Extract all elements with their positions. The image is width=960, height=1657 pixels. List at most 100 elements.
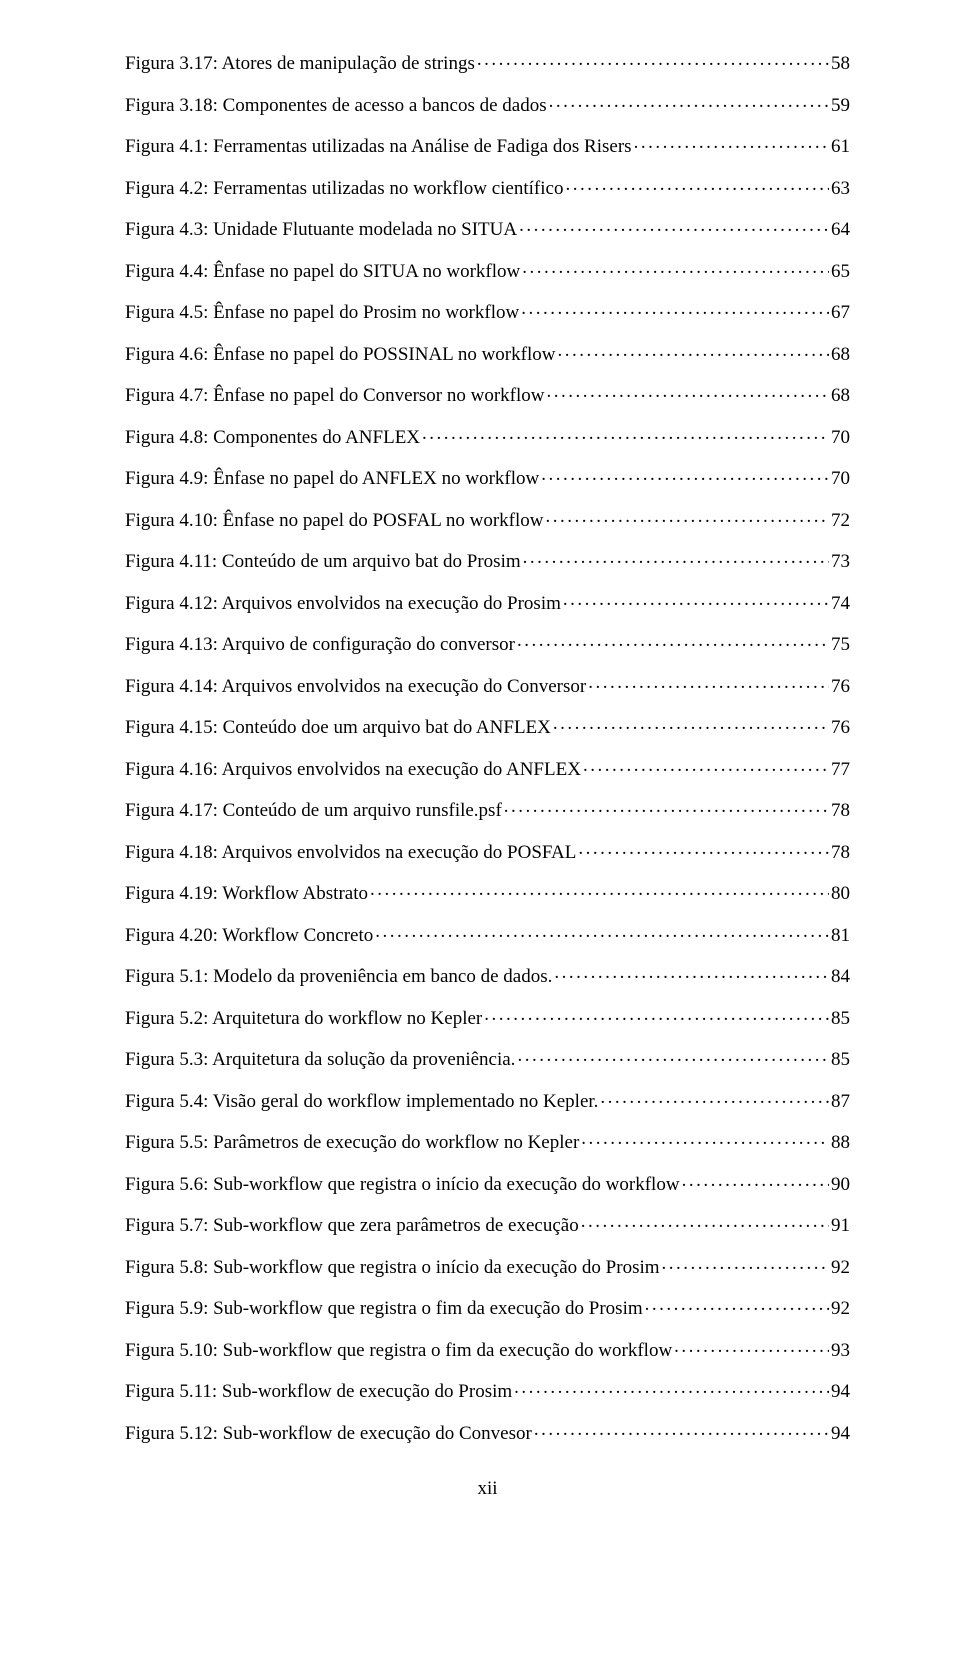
toc-entry: Figura 4.7: Ênfase no papel do Conversor… <box>125 382 850 405</box>
toc-entry-page: 87 <box>831 1092 850 1111</box>
toc-leader-dots <box>581 1212 829 1231</box>
toc-entry: Figura 4.5: Ênfase no papel do Prosim no… <box>125 299 850 322</box>
figure-list: Figura 3.17: Atores de manipulação de st… <box>125 50 850 1443</box>
toc-entry: Figura 4.12: Arquivos envolvidos na exec… <box>125 590 850 613</box>
toc-entry-label: Figura 4.4: Ênfase no papel do SITUA no … <box>125 262 520 281</box>
toc-leader-dots <box>534 1420 829 1439</box>
toc-entry-label: Figura 5.11: Sub-workflow de execução do… <box>125 1382 512 1401</box>
toc-entry: Figura 5.12: Sub-workflow de execução do… <box>125 1420 850 1443</box>
toc-leader-dots <box>517 1046 829 1065</box>
toc-leader-dots <box>565 175 829 194</box>
toc-entry-page: 78 <box>831 843 850 862</box>
toc-leader-dots <box>517 631 829 650</box>
toc-entry-page: 94 <box>831 1424 850 1443</box>
toc-leader-dots <box>600 1088 829 1107</box>
toc-entry-label: Figura 4.5: Ênfase no papel do Prosim no… <box>125 303 519 322</box>
toc-entry-label: Figura 5.1: Modelo da proveniência em ba… <box>125 967 552 986</box>
toc-leader-dots <box>545 507 829 526</box>
toc-entry: Figura 4.10: Ênfase no papel do POSFAL n… <box>125 507 850 530</box>
toc-entry-label: Figura 4.2: Ferramentas utilizadas no wo… <box>125 179 563 198</box>
toc-entry: Figura 5.1: Modelo da proveniência em ba… <box>125 963 850 986</box>
toc-entry-label: Figura 5.3: Arquitetura da solução da pr… <box>125 1050 515 1069</box>
toc-entry: Figura 5.3: Arquitetura da solução da pr… <box>125 1046 850 1069</box>
toc-entry: Figura 5.7: Sub-workflow que zera parâme… <box>125 1212 850 1235</box>
toc-entry: Figura 4.17: Conteúdo de um arquivo runs… <box>125 797 850 820</box>
toc-entry-label: Figura 4.20: Workflow Concreto <box>125 926 373 945</box>
toc-entry-page: 94 <box>831 1382 850 1401</box>
toc-entry: Figura 4.3: Unidade Flutuante modelada n… <box>125 216 850 239</box>
toc-leader-dots <box>484 1005 829 1024</box>
toc-entry: Figura 4.14: Arquivos envolvidos na exec… <box>125 673 850 696</box>
toc-entry: Figura 5.2: Arquitetura do workflow no K… <box>125 1005 850 1028</box>
toc-entry-label: Figura 4.18: Arquivos envolvidos na exec… <box>125 843 576 862</box>
toc-leader-dots <box>682 1171 829 1190</box>
toc-entry-page: 70 <box>831 428 850 447</box>
toc-entry-label: Figura 5.5: Parâmetros de execução do wo… <box>125 1133 579 1152</box>
toc-entry-page: 85 <box>831 1009 850 1028</box>
toc-leader-dots <box>581 1129 829 1148</box>
toc-leader-dots <box>522 258 829 277</box>
toc-leader-dots <box>523 548 829 567</box>
toc-entry: Figura 4.1: Ferramentas utilizadas na An… <box>125 133 850 156</box>
toc-entry-page: 63 <box>831 179 850 198</box>
page-number: xii <box>125 1478 850 1500</box>
toc-leader-dots <box>549 92 829 111</box>
toc-leader-dots <box>547 382 829 401</box>
toc-entry: Figura 4.8: Componentes do ANFLEX 70 <box>125 424 850 447</box>
toc-entry-label: Figura 5.4: Visão geral do workflow impl… <box>125 1092 598 1111</box>
toc-entry-label: Figura 5.10: Sub-workflow que registra o… <box>125 1341 672 1360</box>
toc-entry: Figura 4.11: Conteúdo de um arquivo bat … <box>125 548 850 571</box>
toc-leader-dots <box>504 797 829 816</box>
toc-entry-label: Figura 4.3: Unidade Flutuante modelada n… <box>125 220 517 239</box>
toc-entry: Figura 5.8: Sub-workflow que registra o … <box>125 1254 850 1277</box>
toc-entry: Figura 3.17: Atores de manipulação de st… <box>125 50 850 73</box>
toc-leader-dots <box>634 133 829 152</box>
toc-entry: Figura 5.5: Parâmetros de execução do wo… <box>125 1129 850 1152</box>
toc-entry-page: 93 <box>831 1341 850 1360</box>
toc-entry: Figura 4.6: Ênfase no papel do POSSINAL … <box>125 341 850 364</box>
toc-entry-label: Figura 5.8: Sub-workflow que registra o … <box>125 1258 660 1277</box>
toc-leader-dots <box>519 216 829 235</box>
toc-entry-label: Figura 4.1: Ferramentas utilizadas na An… <box>125 137 632 156</box>
toc-entry-page: 85 <box>831 1050 850 1069</box>
toc-entry-page: 58 <box>831 54 850 73</box>
toc-entry-page: 68 <box>831 386 850 405</box>
toc-entry: Figura 4.18: Arquivos envolvidos na exec… <box>125 839 850 862</box>
toc-entry-label: Figura 4.9: Ênfase no papel do ANFLEX no… <box>125 469 539 488</box>
toc-leader-dots <box>563 590 829 609</box>
toc-entry-page: 75 <box>831 635 850 654</box>
toc-entry-page: 70 <box>831 469 850 488</box>
toc-entry: Figura 4.19: Workflow Abstrato 80 <box>125 880 850 903</box>
toc-entry: Figura 3.18: Componentes de acesso a ban… <box>125 92 850 115</box>
toc-entry: Figura 5.11: Sub-workflow de execução do… <box>125 1378 850 1401</box>
toc-entry: Figura 5.6: Sub-workflow que registra o … <box>125 1171 850 1194</box>
toc-leader-dots <box>554 963 829 982</box>
toc-entry-page: 61 <box>831 137 850 156</box>
toc-entry-label: Figura 4.15: Conteúdo doe um arquivo bat… <box>125 718 551 737</box>
toc-entry-label: Figura 4.6: Ênfase no papel do POSSINAL … <box>125 345 555 364</box>
toc-entry-label: Figura 4.17: Conteúdo de um arquivo runs… <box>125 801 502 820</box>
toc-entry-label: Figura 3.18: Componentes de acesso a ban… <box>125 96 547 115</box>
toc-entry-label: Figura 4.13: Arquivo de configuração do … <box>125 635 515 654</box>
toc-leader-dots <box>674 1337 829 1356</box>
toc-entry: Figura 5.4: Visão geral do workflow impl… <box>125 1088 850 1111</box>
toc-entry-page: 91 <box>831 1216 850 1235</box>
toc-entry: Figura 5.10: Sub-workflow que registra o… <box>125 1337 850 1360</box>
toc-entry-page: 78 <box>831 801 850 820</box>
toc-leader-dots <box>422 424 829 443</box>
toc-entry-page: 59 <box>831 96 850 115</box>
toc-entry: Figura 5.9: Sub-workflow que registra o … <box>125 1295 850 1318</box>
toc-entry-page: 76 <box>831 718 850 737</box>
toc-entry-label: Figura 5.2: Arquitetura do workflow no K… <box>125 1009 482 1028</box>
toc-leader-dots <box>375 922 829 941</box>
toc-entry-page: 72 <box>831 511 850 530</box>
toc-leader-dots <box>541 465 829 484</box>
toc-entry-label: Figura 4.11: Conteúdo de um arquivo bat … <box>125 552 521 571</box>
toc-entry-page: 67 <box>831 303 850 322</box>
toc-leader-dots <box>588 673 829 692</box>
toc-leader-dots <box>514 1378 829 1397</box>
toc-entry-page: 88 <box>831 1133 850 1152</box>
toc-entry-page: 68 <box>831 345 850 364</box>
toc-entry-label: Figura 4.10: Ênfase no papel do POSFAL n… <box>125 511 543 530</box>
toc-entry-label: Figura 4.8: Componentes do ANFLEX <box>125 428 420 447</box>
